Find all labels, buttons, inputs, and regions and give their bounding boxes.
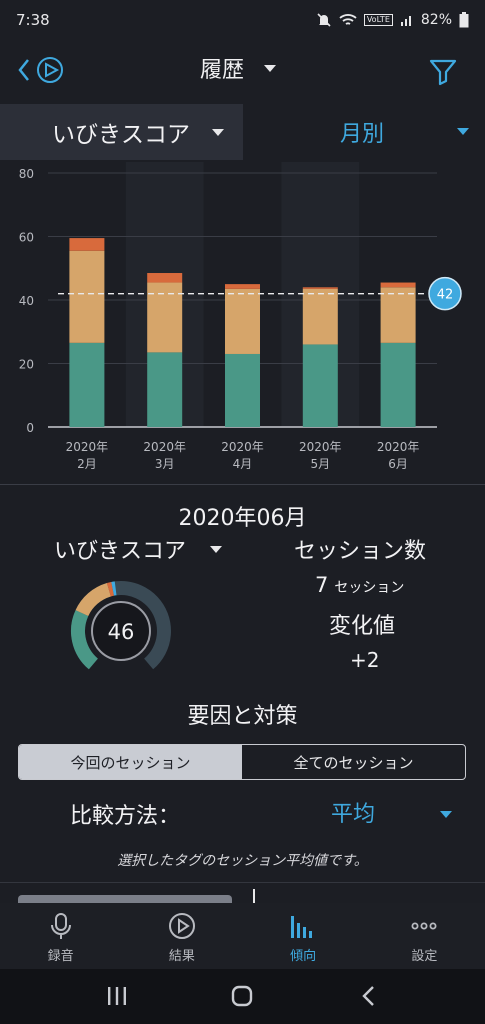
chart-x-tick-label: 4月	[233, 457, 253, 471]
gauge-segment	[71, 610, 99, 670]
status-bar: 7:38 VoLTE 82%	[0, 0, 485, 40]
bar-chart-icon	[291, 916, 313, 938]
chart-x-tick-label: 2020年	[221, 440, 264, 454]
sessions-number: 7	[315, 573, 329, 597]
period-dropdown[interactable]: 月別	[243, 104, 485, 160]
page-title: 履歴	[200, 58, 245, 83]
chart-y-tick-label: 20	[19, 358, 34, 372]
chart-x-tick-label: 6月	[388, 457, 408, 471]
chart-bar-segment	[69, 342, 105, 427]
back-play-icon[interactable]	[16, 54, 68, 86]
nav-settings[interactable]: 設定	[364, 903, 485, 969]
chart-bar-segment	[225, 353, 260, 427]
chart-bar-segment	[69, 238, 105, 251]
battery-percent: 82%	[420, 12, 452, 28]
system-nav-bar	[0, 969, 485, 1024]
nav-results[interactable]: 結果	[121, 903, 242, 969]
sessions-title: セッション数	[294, 539, 427, 564]
session-scope-toggle: 今回のセッション 全てのセッション	[18, 744, 466, 780]
detail-month: 2020年06月	[178, 506, 307, 531]
app-header: 履歴	[0, 44, 485, 96]
section-divider	[0, 484, 485, 485]
recent-apps-icon[interactable]	[102, 983, 132, 1009]
nav-trends-label: 傾向	[290, 949, 317, 964]
chart-bar-segment	[147, 273, 183, 283]
chevron-down-icon[interactable]	[440, 811, 452, 818]
gauge-score: 46	[108, 620, 135, 644]
factors-title: 要因と対策	[187, 704, 298, 729]
change-value: +2	[350, 648, 380, 672]
chart-bar-segment	[147, 352, 183, 427]
factor-bar-peek	[18, 895, 232, 903]
chart-average-badge	[428, 276, 462, 311]
detail-metric-label: いびきスコア	[54, 539, 187, 564]
chart-y-tick-label: 80	[19, 167, 34, 181]
compare-method-dropdown[interactable]: 平均	[331, 802, 376, 827]
metric-dropdown[interactable]: いびきスコア	[0, 104, 243, 160]
sessions-unit: セッション	[334, 580, 405, 596]
tab-current-session[interactable]: 今回のセッション	[19, 745, 242, 779]
nav-record[interactable]: 録音	[0, 903, 121, 969]
nav-record-label: 録音	[47, 949, 74, 964]
sessions-count: 7 セッション	[315, 573, 404, 597]
chart-x-tick-label: 2020年	[66, 440, 109, 454]
chart-average-label: 42	[437, 288, 454, 303]
gauge-segment	[106, 581, 115, 597]
microphone-icon	[50, 913, 71, 939]
factor-average-marker	[253, 889, 255, 903]
chart-x-tick-label: 2020年	[143, 440, 186, 454]
chart-y-tick-label: 0	[26, 421, 34, 435]
chart-bar-segment	[380, 282, 416, 288]
compare-label: 比較方法：	[70, 804, 181, 829]
chart-bar-segment	[380, 342, 416, 427]
score-gauge: 46	[71, 581, 171, 670]
nav-results-label: 結果	[168, 949, 195, 964]
chart-bar-segment	[302, 288, 338, 345]
back-nav-icon[interactable]	[354, 983, 384, 1009]
gauge-segment	[75, 583, 112, 617]
history-title-dropdown[interactable]: 履歴	[200, 52, 277, 84]
chevron-down-icon	[210, 545, 223, 553]
change-title: 変化値	[329, 614, 396, 639]
chart-bar-segment	[302, 287, 338, 289]
chart-y-tick-label: 40	[19, 294, 34, 308]
chart-bar-segment	[302, 344, 338, 427]
chart-y-tick-label: 60	[19, 231, 34, 245]
chart-x-tick-label: 5月	[310, 457, 330, 471]
play-circle-icon	[168, 913, 195, 939]
chart-x-tick-label: 2020年	[377, 440, 420, 454]
tab-all-sessions[interactable]: 全てのセッション	[293, 753, 414, 772]
chart-bar-segment	[225, 288, 260, 354]
gauge-center	[91, 601, 151, 661]
chevron-down-icon	[264, 64, 277, 72]
metric-label: いびきスコア	[52, 122, 190, 148]
chart-x-tick-label: 2020年	[299, 440, 342, 454]
metric-bar: いびきスコア 月別	[0, 104, 485, 160]
status-icons: VoLTE 82%	[316, 12, 469, 28]
chevron-down-icon	[212, 128, 224, 136]
chart-bar-segment	[380, 287, 416, 343]
nav-settings-label: 設定	[411, 949, 438, 964]
chart-x-tick-label: 3月	[155, 457, 175, 471]
chevron-down-icon	[457, 128, 469, 135]
bottom-nav: 録音 結果 傾向 設定	[0, 903, 485, 969]
period-label: 月別	[340, 122, 385, 147]
mute-icon	[317, 13, 331, 27]
signal-icon	[400, 16, 411, 26]
wifi-icon	[339, 14, 357, 25]
compare-note: 選択したタグのセッション平均値です。	[117, 853, 368, 869]
filter-icon[interactable]	[428, 56, 458, 86]
detail-metric-dropdown[interactable]: いびきスコア	[54, 533, 223, 565]
monthly-score-chart[interactable]: 0 20 40 60 80 2020年 2月 2020年 3月 2020年 4月 2020年 5月 202…	[0, 162, 485, 480]
battery-icon	[459, 12, 469, 28]
nav-trends[interactable]: 傾向	[243, 903, 364, 969]
more-dots-icon	[411, 922, 437, 930]
chart-bar-segment	[225, 284, 260, 289]
status-time: 7:38	[16, 11, 50, 29]
home-icon[interactable]	[227, 983, 257, 1009]
chart-x-tick-label: 2月	[77, 457, 97, 471]
lte-badge: VoLTE	[363, 14, 393, 26]
list-divider	[0, 882, 485, 883]
chart-bar-segment	[69, 250, 105, 343]
